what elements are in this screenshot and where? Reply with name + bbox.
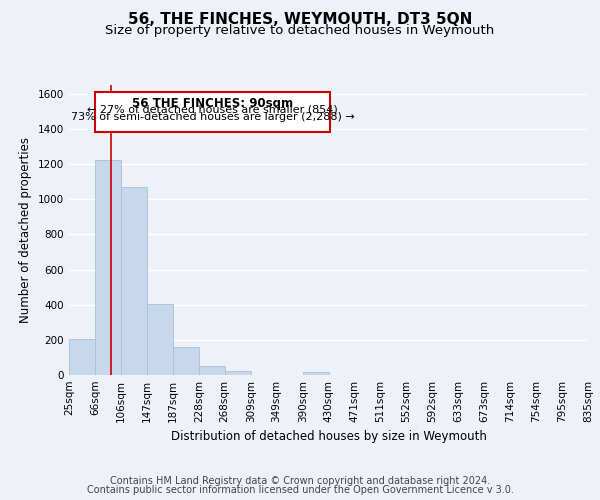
Text: ← 27% of detached houses are smaller (854): ← 27% of detached houses are smaller (85… <box>87 105 338 115</box>
Bar <box>95 92 330 132</box>
Bar <box>69 339 95 375</box>
Bar <box>224 370 251 375</box>
Bar <box>121 187 147 375</box>
Bar <box>173 347 199 375</box>
Text: Contains HM Land Registry data © Crown copyright and database right 2024.: Contains HM Land Registry data © Crown c… <box>110 476 490 486</box>
Bar <box>303 372 329 375</box>
Y-axis label: Number of detached properties: Number of detached properties <box>19 137 32 323</box>
Text: Size of property relative to detached houses in Weymouth: Size of property relative to detached ho… <box>106 24 494 37</box>
Bar <box>147 304 173 375</box>
Bar <box>95 160 121 375</box>
X-axis label: Distribution of detached houses by size in Weymouth: Distribution of detached houses by size … <box>170 430 487 444</box>
Text: Contains public sector information licensed under the Open Government Licence v : Contains public sector information licen… <box>86 485 514 495</box>
Bar <box>199 366 224 375</box>
Text: 56, THE FINCHES, WEYMOUTH, DT3 5QN: 56, THE FINCHES, WEYMOUTH, DT3 5QN <box>128 12 472 28</box>
Text: 73% of semi-detached houses are larger (2,288) →: 73% of semi-detached houses are larger (… <box>71 112 355 122</box>
Text: 56 THE FINCHES: 90sqm: 56 THE FINCHES: 90sqm <box>132 97 293 110</box>
